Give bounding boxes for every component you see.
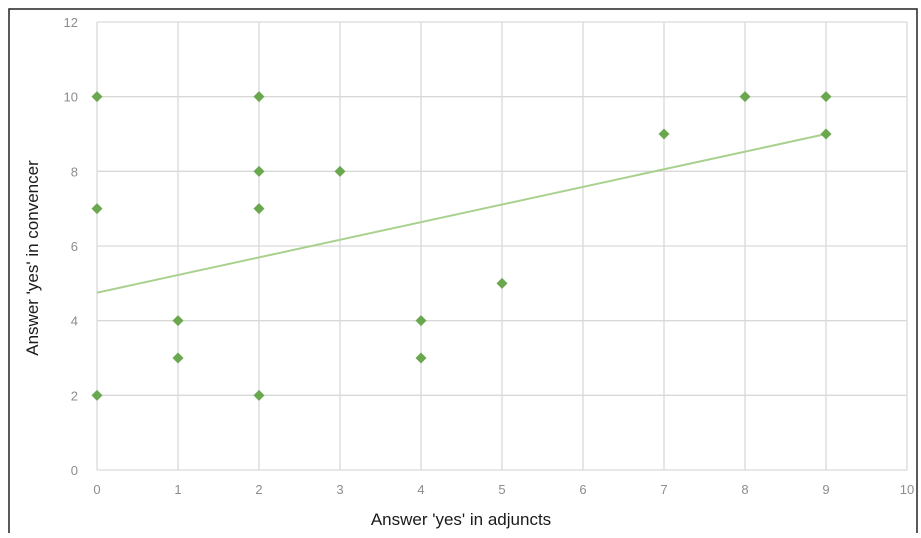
y-tick-label: 8	[71, 164, 78, 179]
data-point	[658, 128, 670, 140]
y-tick-labels: 0 2 4 6 8 10 12	[64, 15, 78, 478]
x-tick-label: 7	[660, 482, 667, 497]
data-point	[496, 277, 508, 289]
trendline	[96, 133, 827, 294]
x-tick-label: 1	[174, 482, 181, 497]
x-tick-labels: 0 1 2 3 4 5 6 7 8 9 10	[93, 482, 914, 497]
x-tick-label: 0	[93, 482, 100, 497]
x-tick-label: 6	[579, 482, 586, 497]
data-point	[253, 203, 265, 215]
x-tick-label: 2	[255, 482, 262, 497]
y-tick-label: 6	[71, 239, 78, 254]
data-point	[415, 315, 427, 327]
chart-border	[8, 8, 918, 538]
data-point	[91, 389, 103, 401]
y-axis-title: Answer 'yes' in convencer	[23, 160, 42, 356]
y-tick-label: 12	[64, 15, 78, 30]
x-tick-label: 9	[822, 482, 829, 497]
data-point	[334, 165, 346, 177]
data-point	[820, 91, 832, 103]
y-tick-label: 0	[71, 463, 78, 478]
data-point	[91, 203, 103, 215]
data-point	[91, 91, 103, 103]
x-tick-label: 3	[336, 482, 343, 497]
x-tick-label: 8	[741, 482, 748, 497]
data-point	[820, 128, 832, 140]
data-point	[739, 91, 751, 103]
grid	[96, 21, 908, 471]
y-tick-label: 10	[64, 90, 78, 105]
data-point	[172, 352, 184, 364]
y-tick-label: 4	[71, 314, 78, 329]
x-tick-label: 10	[900, 482, 914, 497]
data-point	[415, 352, 427, 364]
x-tick-label: 4	[417, 482, 424, 497]
data-point	[253, 389, 265, 401]
y-tick-label: 2	[71, 388, 78, 403]
data-point	[172, 315, 184, 327]
data-point	[253, 91, 265, 103]
data-points	[91, 91, 832, 401]
data-point	[253, 165, 265, 177]
x-axis-title: Answer 'yes' in adjuncts	[371, 510, 551, 529]
trendline-group	[96, 133, 827, 294]
x-tick-label: 5	[498, 482, 505, 497]
